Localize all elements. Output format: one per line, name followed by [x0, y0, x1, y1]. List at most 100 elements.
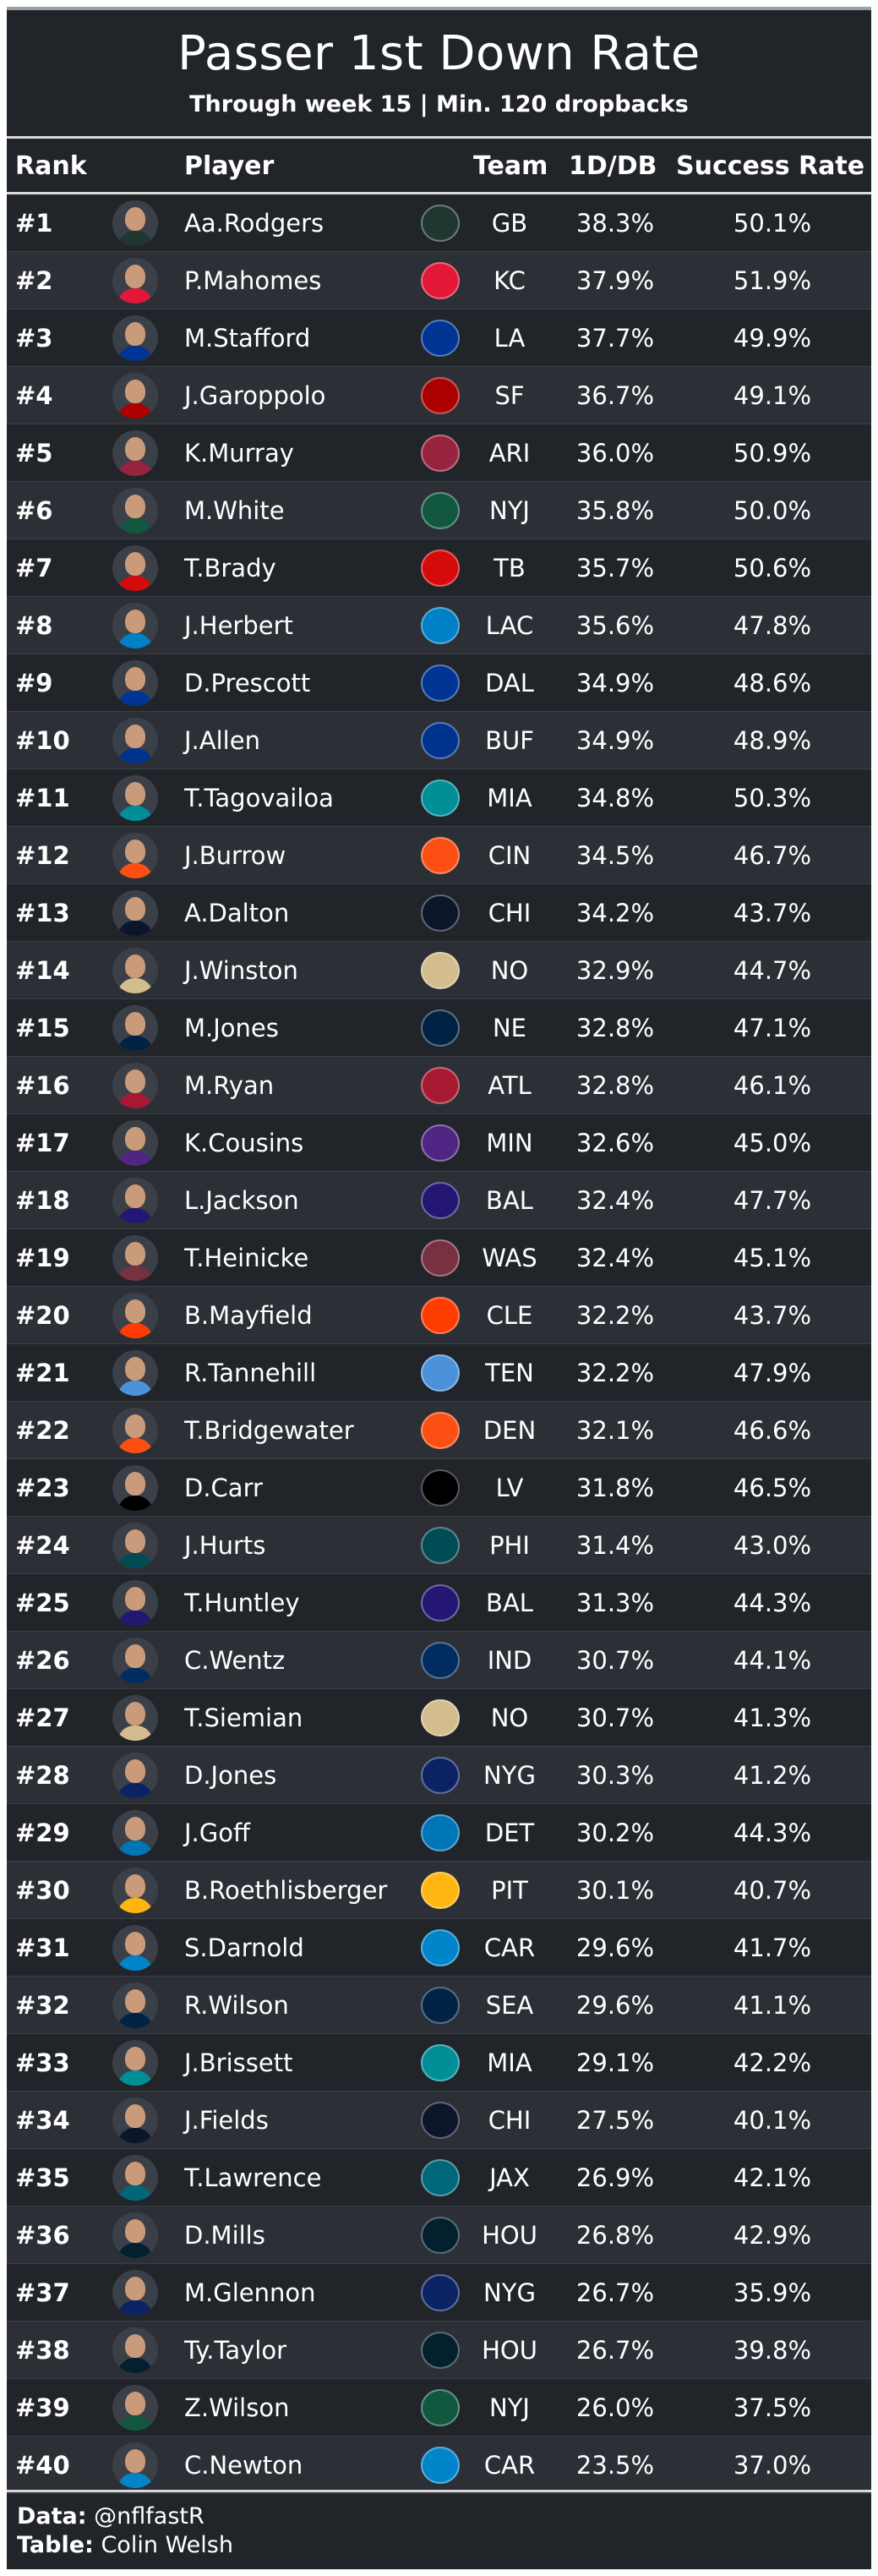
player-cell: J.Goff: [184, 1819, 250, 1847]
headshot-face: [125, 322, 145, 346]
table-card: Passer 1st Down Rate Through week 15 | M…: [7, 7, 871, 2569]
player-headshot: [112, 1005, 158, 1051]
player-headshot: [112, 1178, 158, 1223]
team-logo-icon: [421, 1124, 460, 1162]
success-rate-cell: 44.1%: [733, 1646, 812, 1675]
rank-cell: #23: [15, 1474, 70, 1502]
player-cell: M.Stafford: [184, 324, 311, 353]
player-cell: J.Fields: [184, 2106, 269, 2135]
team-cell: CAR: [483, 2451, 536, 2480]
team-logo-icon: [421, 2217, 460, 2254]
team-cell: LAC: [485, 611, 534, 640]
table-row: #19 T.Heinicke WAS 32.4% 45.1%: [7, 1229, 871, 1287]
team-logo-icon: [421, 2447, 460, 2484]
headshot-jersey: [117, 2128, 153, 2143]
player-headshot: [112, 1293, 158, 1338]
player-cell: J.Garoppolo: [184, 381, 326, 410]
success-rate-cell: 47.8%: [733, 611, 812, 640]
table-row: #32 R.Wilson SEA 29.6% 41.1%: [7, 1977, 871, 2034]
team-cell: CHI: [488, 899, 532, 927]
player-cell: D.Carr: [184, 1474, 263, 1502]
success-rate-cell: 40.1%: [733, 2106, 812, 2135]
headshot-jersey: [117, 1726, 153, 1741]
headshot-jersey: [117, 2300, 153, 2316]
team-cell: SEA: [485, 1991, 534, 2020]
team-logo-icon: [421, 1929, 460, 1966]
player-cell: J.Winston: [184, 956, 298, 985]
player-headshot: [112, 1523, 158, 1568]
headshot-face: [125, 2277, 145, 2300]
rank-cell: #8: [15, 611, 53, 640]
rank-cell: #13: [15, 899, 70, 927]
table-row: #26 C.Wentz IND 30.7% 44.1%: [7, 1632, 871, 1689]
first-down-rate-cell: 26.9%: [575, 2163, 655, 2192]
headshot-jersey: [117, 1955, 153, 1971]
first-down-rate-cell: 32.6%: [575, 1129, 655, 1157]
headshot-face: [125, 1989, 145, 2013]
team-logo-icon: [421, 262, 460, 299]
rank-cell: #21: [15, 1359, 70, 1387]
player-headshot: [112, 545, 158, 591]
headshot-face: [125, 1644, 145, 1668]
player-cell: A.Dalton: [184, 899, 290, 927]
team-logo-icon: [421, 607, 460, 644]
data-credit-value: @nflfastR: [94, 2503, 205, 2530]
headshot-jersey: [117, 2415, 153, 2431]
headshot-jersey: [117, 1208, 153, 1223]
team-cell: NYG: [483, 1761, 536, 1790]
player-headshot: [112, 430, 158, 476]
team-logo-icon: [421, 837, 460, 874]
table-row: #37 M.Glennon NYG 26.7% 35.9%: [7, 2264, 871, 2322]
first-down-rate-cell: 30.7%: [575, 1646, 655, 1675]
headshot-face: [125, 1587, 145, 1611]
page-title: Passer 1st Down Rate: [177, 26, 701, 81]
success-rate-cell: 43.0%: [733, 1531, 812, 1560]
rank-cell: #31: [15, 1933, 70, 1962]
first-down-rate-cell: 30.1%: [575, 1876, 655, 1905]
player-headshot: [112, 718, 158, 763]
table-row: #2 P.Mahomes KC 37.9% 51.9%: [7, 252, 871, 309]
team-logo-icon: [421, 1642, 460, 1679]
rank-cell: #22: [15, 1416, 70, 1445]
team-logo-icon: [421, 1527, 460, 1564]
team-logo-icon: [421, 894, 460, 932]
headshot-jersey: [117, 1036, 153, 1051]
rank-cell: #25: [15, 1589, 70, 1617]
team-logo-icon: [421, 1699, 460, 1736]
player-cell: T.Siemian: [184, 1704, 303, 1732]
first-down-rate-cell: 31.4%: [575, 1531, 655, 1560]
player-cell: C.Wentz: [184, 1646, 286, 1675]
success-rate-cell: 40.7%: [733, 1876, 812, 1905]
table-row: #39 Z.Wilson NYJ 26.0% 37.5%: [7, 2379, 871, 2437]
rank-cell: #16: [15, 1071, 70, 1100]
headshot-jersey: [117, 1611, 153, 1626]
first-down-rate-cell: 30.2%: [575, 1819, 655, 1847]
team-logo-icon: [421, 1584, 460, 1622]
team-cell: KC: [494, 266, 526, 295]
rank-cell: #32: [15, 1991, 70, 2020]
headshot-jersey: [117, 288, 153, 304]
first-down-rate-cell: 26.0%: [575, 2393, 655, 2422]
player-cell: K.Cousins: [184, 1129, 304, 1157]
headshot-jersey: [117, 461, 153, 476]
team-logo-icon: [421, 2102, 460, 2139]
player-headshot: [112, 2327, 158, 2373]
headshot-face: [125, 954, 145, 978]
player-headshot: [112, 1120, 158, 1166]
team-logo-icon: [421, 2044, 460, 2081]
success-rate-cell: 37.5%: [733, 2393, 812, 2422]
table-row: #25 T.Huntley BAL 31.3% 44.3%: [7, 1574, 871, 1632]
headshot-jersey: [117, 2243, 153, 2258]
team-logo-icon: [421, 492, 460, 529]
player-headshot: [112, 1465, 158, 1511]
team-logo-icon: [421, 1469, 460, 1507]
rank-cell: #19: [15, 1244, 70, 1272]
player-cell: Z.Wilson: [184, 2393, 290, 2422]
player-headshot: [112, 1350, 158, 1396]
player-cell: R.Tannehill: [184, 1359, 317, 1387]
success-rate-cell: 42.9%: [733, 2221, 812, 2250]
success-rate-cell: 48.6%: [733, 669, 812, 697]
headshot-jersey: [117, 1898, 153, 1913]
player-headshot: [112, 2270, 158, 2316]
column-header-team: Team: [473, 151, 548, 181]
